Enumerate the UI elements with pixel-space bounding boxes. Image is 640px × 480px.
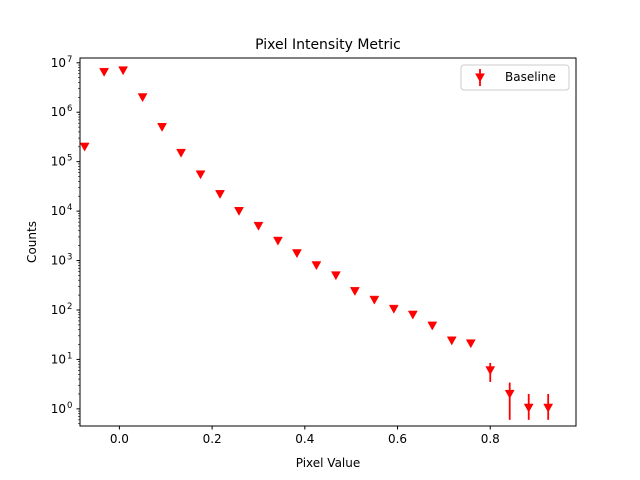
y-tick-label-base: 10 (51, 204, 66, 218)
y-tick-label-base: 10 (51, 402, 66, 416)
data-point (79, 142, 90, 152)
data-point (234, 207, 244, 216)
y-tick-label-exponent: 3 (67, 253, 72, 263)
data-point (504, 389, 515, 399)
x-axis-title: Pixel Value (296, 456, 361, 470)
data-point (407, 310, 418, 320)
y-tick-label-base: 10 (51, 303, 66, 317)
data-point (118, 66, 129, 76)
data-point (523, 403, 534, 413)
data-point (543, 403, 554, 413)
data-point (99, 67, 110, 77)
data-point (446, 336, 457, 346)
y-tick-label: 10 (51, 402, 66, 416)
data-point (176, 148, 186, 158)
x-tick-label: 0.0 (110, 432, 129, 446)
x-axis-ticks: 0.0 0.2 0.4 0.6 0.8 (110, 426, 500, 446)
legend-triangle (475, 73, 485, 83)
data-point (369, 295, 380, 305)
data-point (273, 236, 283, 246)
y-tick-label-base: 10 (51, 105, 66, 119)
x-tick-label: 0.6 (388, 432, 407, 446)
y-axis-title: Counts (25, 221, 39, 263)
legend-box (460, 64, 570, 91)
chart-title: Pixel Intensity Metric (255, 37, 401, 53)
y-tick-label-exponent: 0 (67, 401, 72, 411)
x-tick-label: 0.8 (481, 432, 500, 446)
y-tick-label-base: 10 (51, 155, 66, 169)
plot-frame (79, 57, 577, 427)
data-point (137, 93, 148, 103)
data-point (427, 321, 438, 331)
y-tick-label-exponent: 4 (67, 203, 72, 213)
y-tick-label: 10 (51, 105, 66, 119)
y-tick-label-exponent: 5 (67, 154, 72, 164)
y-tick-label-exponent: 6 (67, 104, 72, 114)
data-point (465, 339, 476, 349)
x-tick-label: 0.2 (203, 432, 222, 446)
data-point (292, 249, 302, 259)
y-tick-label: 10 (51, 56, 66, 70)
y-tick-label: 10 (51, 204, 66, 218)
y-tick-label-exponent: 2 (67, 302, 72, 312)
data-point (311, 261, 322, 271)
y-tick-label-base: 10 (51, 56, 66, 70)
data-point (349, 287, 360, 296)
x-tick-label: 0.4 (295, 432, 314, 446)
y-tick-label-exponent: 1 (67, 351, 72, 361)
data-points (79, 66, 554, 420)
data-point (157, 123, 167, 132)
data-point (215, 190, 225, 199)
legend-label-baseline: Baseline (505, 70, 556, 84)
y-tick-label: 10 (51, 352, 66, 366)
y-tick-label: 10 (51, 155, 66, 169)
y-tick-label-exponent: 7 (67, 55, 72, 65)
data-point (485, 366, 496, 376)
legend-marker (475, 69, 485, 86)
data-point (253, 221, 264, 231)
data-point (195, 170, 206, 180)
y-tick-label: 10 (51, 254, 66, 268)
legend: Baseline (460, 64, 570, 91)
data-point (388, 304, 399, 314)
y-tick-label-base: 10 (51, 352, 66, 366)
data-point (330, 271, 341, 281)
y-tick-label-base: 10 (51, 254, 66, 268)
y-tick-label: 10 (51, 303, 66, 317)
